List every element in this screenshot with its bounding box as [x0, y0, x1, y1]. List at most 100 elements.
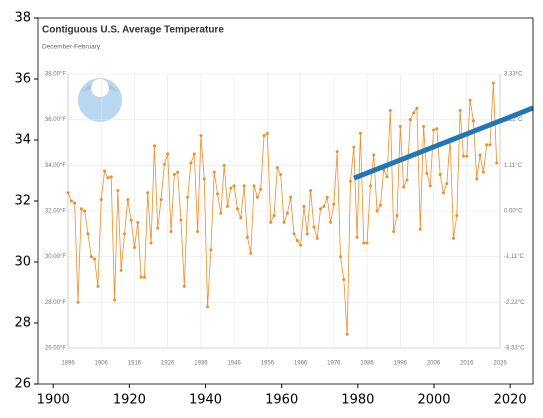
- data-point: [458, 109, 462, 113]
- data-point: [332, 202, 336, 206]
- data-point: [129, 218, 133, 222]
- data-point: [395, 214, 399, 218]
- data-point: [455, 214, 459, 218]
- y-tick-label: 36: [14, 72, 31, 87]
- data-point: [358, 131, 362, 135]
- data-point: [435, 127, 439, 131]
- data-point: [242, 184, 246, 188]
- data-point: [272, 214, 276, 218]
- data-point: [495, 161, 499, 165]
- data-point: [392, 230, 396, 234]
- data-point: [312, 225, 316, 229]
- data-point: [79, 207, 83, 211]
- data-point: [89, 255, 93, 259]
- data-point: [126, 198, 130, 202]
- data-point: [402, 185, 406, 189]
- data-point: [132, 246, 136, 250]
- data-point: [279, 172, 283, 176]
- data-point: [255, 195, 259, 199]
- y2-tick-label: -1.11°C: [504, 254, 525, 260]
- x-tick-label: 1996: [394, 361, 408, 367]
- data-point: [348, 179, 352, 183]
- x-tick-label: 1916: [128, 361, 142, 367]
- data-point: [196, 230, 200, 234]
- y-tick-label: 34: [14, 133, 31, 148]
- data-point: [335, 150, 339, 154]
- data-point: [69, 199, 73, 203]
- data-point: [113, 298, 117, 302]
- data-point: [345, 332, 349, 336]
- data-point: [372, 153, 376, 157]
- x-tick-label: 1936: [194, 361, 208, 367]
- data-point: [226, 204, 230, 208]
- data-point: [142, 275, 146, 279]
- data-point: [86, 232, 90, 236]
- data-point: [375, 209, 379, 213]
- y2-tick-label: -2.22°C: [504, 300, 525, 306]
- data-point: [491, 81, 495, 85]
- data-point: [385, 175, 389, 179]
- data-point: [338, 255, 342, 259]
- data-point: [199, 134, 203, 138]
- data-point: [471, 119, 475, 123]
- y-tick-label: 30.00°F: [45, 254, 66, 260]
- data-point: [302, 204, 306, 208]
- data-point: [428, 184, 432, 188]
- data-point: [239, 216, 243, 220]
- x-tick-label: 1920: [113, 393, 146, 408]
- y-tick-label: 38: [14, 11, 31, 26]
- data-point: [465, 154, 469, 158]
- image-chart: Contiguous U.S. Average Temperature Dece…: [42, 25, 525, 367]
- data-point: [412, 111, 416, 115]
- y-tick-label: 28.00°F: [45, 300, 66, 306]
- data-point: [166, 152, 170, 156]
- data-point: [206, 305, 210, 309]
- axes: 26 28 30 32 34 36 38 1900 1920 1940 1960 1980 2000 20…: [14, 11, 534, 408]
- y2-tick-label: 2.22°C: [504, 117, 523, 123]
- x-tick-label: 1906: [95, 361, 109, 367]
- data-point: [259, 187, 263, 191]
- data-point: [355, 235, 359, 239]
- y2-tick-label: 3.33°C: [504, 72, 523, 78]
- data-point: [292, 232, 296, 236]
- data-point: [159, 198, 163, 202]
- data-point: [481, 170, 485, 174]
- data-point: [169, 230, 173, 234]
- data-point: [146, 191, 150, 195]
- data-point: [322, 204, 326, 208]
- data-point: [152, 144, 156, 148]
- y2-tick-label: -3.33°C: [504, 346, 525, 352]
- data-point: [249, 251, 253, 255]
- x-tick-label: 1956: [261, 361, 275, 367]
- data-point: [485, 143, 489, 147]
- data-point: [252, 184, 256, 188]
- data-point: [309, 188, 313, 192]
- data-point: [136, 220, 140, 224]
- x-tick-label: 2006: [427, 361, 441, 367]
- y-tick-label: 30: [14, 255, 31, 270]
- data-point: [269, 220, 273, 224]
- y-tick-label: 26: [14, 377, 31, 392]
- image-subtitle: December-February: [42, 44, 101, 51]
- data-point: [422, 125, 426, 129]
- data-point: [352, 145, 356, 149]
- data-point: [172, 172, 176, 176]
- data-point: [362, 241, 366, 245]
- data-point: [209, 248, 213, 252]
- data-point: [189, 161, 193, 165]
- x-tick-label: 2016: [460, 361, 474, 367]
- y-tick-label: 32: [14, 194, 31, 209]
- data-point: [461, 154, 465, 158]
- data-point: [442, 191, 446, 195]
- data-point: [425, 171, 429, 175]
- data-point: [289, 195, 293, 199]
- embedded-image: [38, 18, 533, 384]
- data-point: [315, 236, 319, 240]
- data-point: [156, 226, 160, 230]
- x-tick-label: 1966: [294, 361, 308, 367]
- noaa-logo: [78, 78, 122, 122]
- y-tick-label: 34.00°F: [45, 163, 66, 169]
- data-point: [319, 207, 323, 211]
- x-tick-label: 1976: [327, 361, 341, 367]
- data-point: [162, 162, 166, 166]
